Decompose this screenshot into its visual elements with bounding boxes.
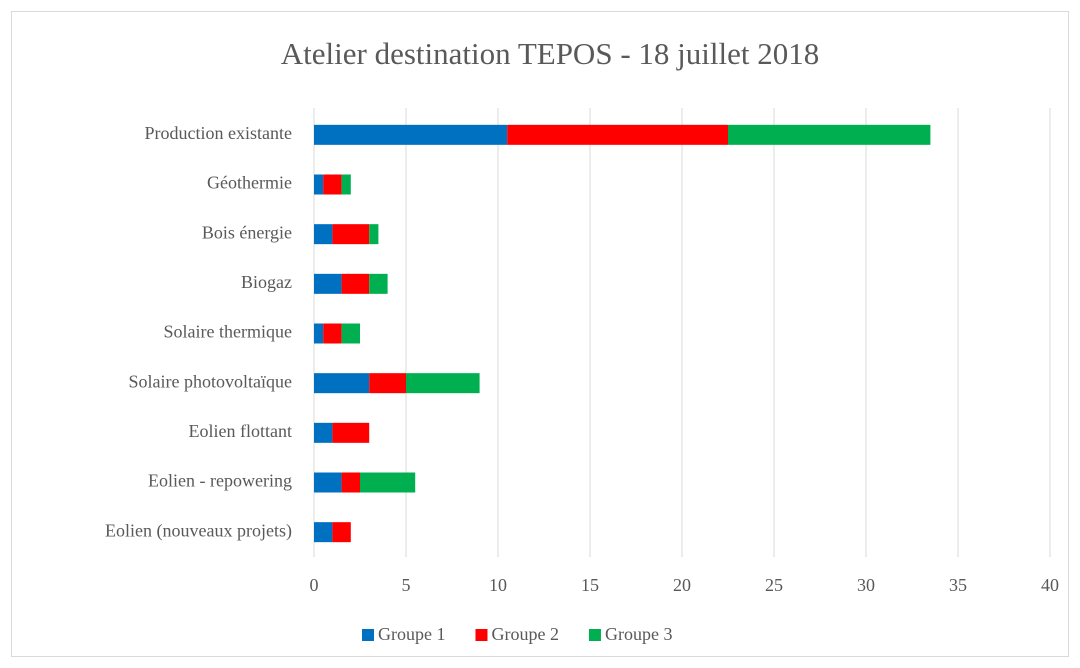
- legend-label: Groupe 1: [378, 624, 445, 644]
- bar-segment: [314, 174, 324, 195]
- x-tick-label: 0: [310, 575, 319, 595]
- bar-segment: [314, 273, 342, 294]
- y-tick-label: Solaire photovoltaïque: [129, 371, 292, 391]
- x-tick-label: 20: [673, 575, 691, 595]
- y-tick-label: Biogaz: [241, 272, 292, 292]
- x-tick-label: 40: [1041, 575, 1059, 595]
- bar-segment: [406, 373, 480, 394]
- bar-segment: [314, 323, 324, 344]
- bar-segment: [369, 373, 406, 394]
- chart-title: Atelier destination TEPOS - 18 juillet 2…: [281, 36, 819, 71]
- bar-segment: [314, 373, 370, 394]
- bar-segment: [323, 174, 342, 195]
- y-tick-label: Eolien (nouveaux projets): [105, 520, 292, 541]
- bar-segment: [507, 124, 728, 145]
- bar-segment: [332, 224, 370, 245]
- bar-segment: [360, 472, 416, 493]
- bar-segment: [369, 224, 379, 245]
- chart-border: [11, 11, 1069, 657]
- x-tick-label: 30: [857, 575, 875, 595]
- legend-swatch: [362, 629, 374, 641]
- bar-segment: [341, 273, 370, 294]
- legend-swatch: [475, 629, 488, 641]
- x-tick-label: 5: [402, 575, 411, 595]
- x-tick-label: 25: [765, 575, 783, 595]
- legend-label: Groupe 3: [605, 624, 672, 644]
- y-tick-label: Eolien - repowering: [148, 471, 292, 491]
- y-tick-label: Bois énergie: [202, 222, 292, 242]
- y-tick-label: Géothermie: [207, 173, 292, 193]
- x-tick-label: 15: [581, 575, 599, 595]
- legend-label: Groupe 2: [491, 624, 558, 644]
- y-tick-label: Solaire thermique: [164, 322, 292, 342]
- x-tick-label: 10: [489, 575, 507, 595]
- y-tick-label: Eolien flottant: [189, 421, 292, 441]
- bar-segment: [341, 472, 360, 493]
- legend-swatch: [588, 629, 601, 641]
- bar-segment: [341, 174, 351, 195]
- bar-segment: [369, 273, 388, 294]
- bar-segment: [314, 422, 333, 443]
- bar-segment: [332, 522, 351, 543]
- x-tick-label: 35: [949, 575, 967, 595]
- bar-segment: [314, 522, 333, 543]
- bar-segment: [314, 472, 342, 493]
- bar-segment: [323, 323, 342, 344]
- bar-segment: [332, 422, 370, 443]
- bar-segment: [341, 323, 360, 344]
- bar-segment: [314, 124, 508, 145]
- y-tick-label: Production existante: [145, 123, 292, 143]
- bar-segment: [314, 224, 333, 245]
- bar-segment: [728, 124, 931, 145]
